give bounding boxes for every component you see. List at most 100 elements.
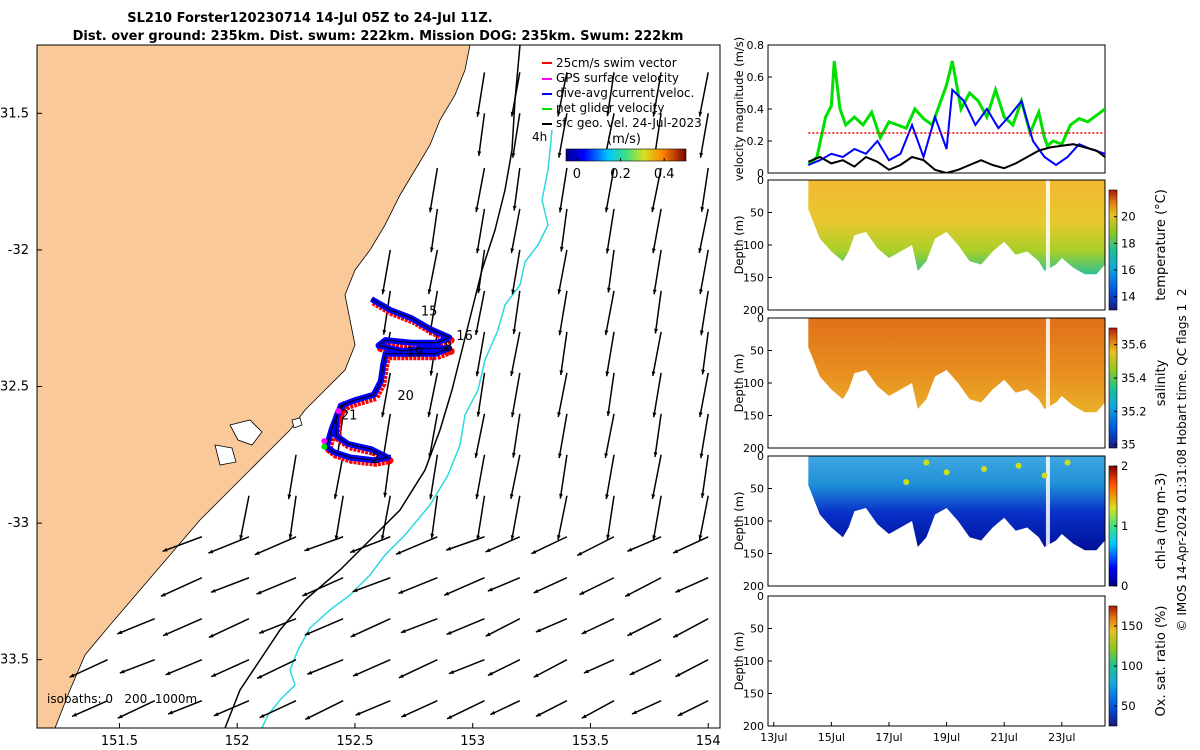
map-x-ticks: 151.5 152 152.5 153 153.5 154 bbox=[101, 723, 721, 749]
map-y-tick-label: -33.5 bbox=[0, 653, 29, 668]
current-vector bbox=[117, 618, 156, 635]
speed-colorbar-ticks: 0 0.2 0.4 bbox=[573, 158, 675, 182]
colorbar-tick-label: 35.4 bbox=[1121, 371, 1147, 385]
current-vector bbox=[509, 454, 521, 500]
time-tick-label: 13Jul bbox=[760, 731, 787, 744]
current-vector bbox=[651, 331, 662, 377]
depth-tick-label: 200 bbox=[743, 720, 764, 733]
current-vector bbox=[651, 208, 662, 254]
colorbar-tick-label: 16 bbox=[1121, 263, 1136, 277]
legend-entry-swim-vector: 25cm/s swim vector bbox=[542, 56, 677, 70]
current-vector bbox=[699, 113, 709, 158]
current-vector bbox=[487, 577, 521, 592]
depth-tick-label: 150 bbox=[743, 272, 764, 285]
map-y-tick-label: -33 bbox=[8, 516, 29, 531]
current-vector bbox=[395, 536, 438, 555]
current-vector bbox=[400, 618, 438, 634]
current-vector bbox=[381, 249, 392, 295]
current-vector bbox=[304, 536, 344, 552]
current-vector bbox=[579, 577, 615, 596]
isobath-1000m bbox=[224, 45, 521, 728]
current-vector bbox=[288, 495, 297, 540]
velocity-series bbox=[807, 60, 1105, 173]
colorbar-tick-label: 150 bbox=[1121, 619, 1143, 633]
oxygen-colorbar-label: Ox. sat. ratio (%) bbox=[1154, 606, 1169, 717]
current-vector bbox=[531, 536, 568, 555]
depth-tick-label: 50 bbox=[750, 207, 764, 220]
current-vector bbox=[511, 113, 521, 158]
time-tick-label: 17Jul bbox=[875, 731, 902, 744]
current-vector bbox=[556, 72, 568, 117]
current-vector bbox=[119, 658, 156, 674]
current-vector bbox=[302, 577, 344, 597]
current-vector bbox=[559, 454, 568, 499]
temperature-section-fill bbox=[808, 180, 1105, 275]
time-tick-label: 23Jul bbox=[1048, 731, 1075, 744]
salinity-colorbar bbox=[1108, 327, 1118, 449]
depth-axis-label: Depth (m) bbox=[732, 632, 746, 691]
time-tick-label: 21Jul bbox=[991, 731, 1018, 744]
map-title-line2: Dist. over ground: 235km. Dist. swum: 22… bbox=[73, 29, 684, 44]
colorbar-tick-label: 1 bbox=[1121, 519, 1128, 533]
current-vector bbox=[510, 72, 521, 117]
depth-axis-label: Depth (m) bbox=[732, 492, 746, 551]
current-vector bbox=[381, 372, 392, 418]
depth-tick-label: 50 bbox=[750, 623, 764, 636]
depth-tick-label: 200 bbox=[743, 442, 764, 455]
current-vector bbox=[487, 659, 521, 677]
legend-entry-gps: GPS surface velocity bbox=[542, 71, 679, 85]
current-vector bbox=[533, 659, 568, 678]
current-vector bbox=[258, 618, 297, 634]
map-y-ticks: -31.5 -32 -32.5 -33 -33.5 bbox=[0, 106, 42, 668]
current-vector bbox=[477, 113, 486, 156]
current-vector bbox=[558, 413, 568, 459]
velocity-series-line bbox=[807, 60, 1105, 167]
current-vector bbox=[162, 536, 203, 553]
current-vector bbox=[677, 700, 709, 717]
current-vector bbox=[400, 699, 438, 718]
current-vector bbox=[535, 700, 568, 718]
velocity-panel: 0 0.2 0.4 0.6 0.8 velocity magnitude (m/s) bbox=[732, 37, 1106, 181]
day-label: 16 bbox=[456, 329, 473, 344]
current-vector bbox=[443, 577, 485, 596]
current-vector bbox=[675, 659, 709, 678]
current-vector bbox=[604, 413, 615, 459]
depth-tick-label: 200 bbox=[743, 580, 764, 593]
current-vector bbox=[654, 290, 662, 334]
current-vector bbox=[475, 167, 486, 213]
velocity-y-tick-label: 0.4 bbox=[747, 103, 765, 116]
depth-tick-label: 100 bbox=[743, 239, 764, 252]
current-vector bbox=[627, 618, 662, 637]
chla-high-sample bbox=[1015, 462, 1022, 469]
current-vector bbox=[627, 536, 662, 552]
current-vector bbox=[699, 249, 709, 295]
chla-data-gap bbox=[1045, 456, 1050, 547]
depth-tick-label: 100 bbox=[743, 377, 764, 390]
colorbar-tick-label: 0 bbox=[573, 167, 581, 182]
day-label: 15 bbox=[421, 304, 438, 319]
current-vector bbox=[606, 72, 615, 117]
map-title-line1: SL210 Forster120230714 14-Jul 05Z to 24-… bbox=[127, 11, 492, 26]
current-vector bbox=[475, 331, 486, 377]
current-vector bbox=[631, 699, 662, 715]
current-vector bbox=[167, 699, 203, 715]
current-vector bbox=[485, 618, 521, 637]
current-vector bbox=[653, 413, 662, 458]
current-vector bbox=[701, 331, 709, 375]
colorbar-tick-label: 35.6 bbox=[1121, 338, 1147, 352]
current-vector bbox=[510, 372, 521, 418]
current-vector bbox=[485, 536, 521, 553]
colorbar-tick-label: 14 bbox=[1121, 290, 1136, 304]
speed-colorbar bbox=[565, 148, 687, 162]
velocity-y-tick-label: 0.8 bbox=[747, 39, 765, 52]
legend-entry-sfc-geo: sfc geo. vel. 24-Jul-2023 bbox=[542, 116, 702, 130]
current-vector bbox=[512, 167, 521, 211]
current-vector bbox=[304, 618, 344, 636]
velocity-y-tick-label: 0 bbox=[757, 167, 764, 180]
map-x-tick-label: 153 bbox=[460, 734, 485, 749]
current-vector bbox=[160, 577, 203, 598]
colorbar-tick-label: 18 bbox=[1121, 236, 1136, 250]
chla-colorbar-label: chl-a (mg m-3) bbox=[1154, 473, 1169, 570]
colorbar-tick-label: 0.2 bbox=[610, 167, 631, 182]
current-vector bbox=[652, 495, 662, 541]
